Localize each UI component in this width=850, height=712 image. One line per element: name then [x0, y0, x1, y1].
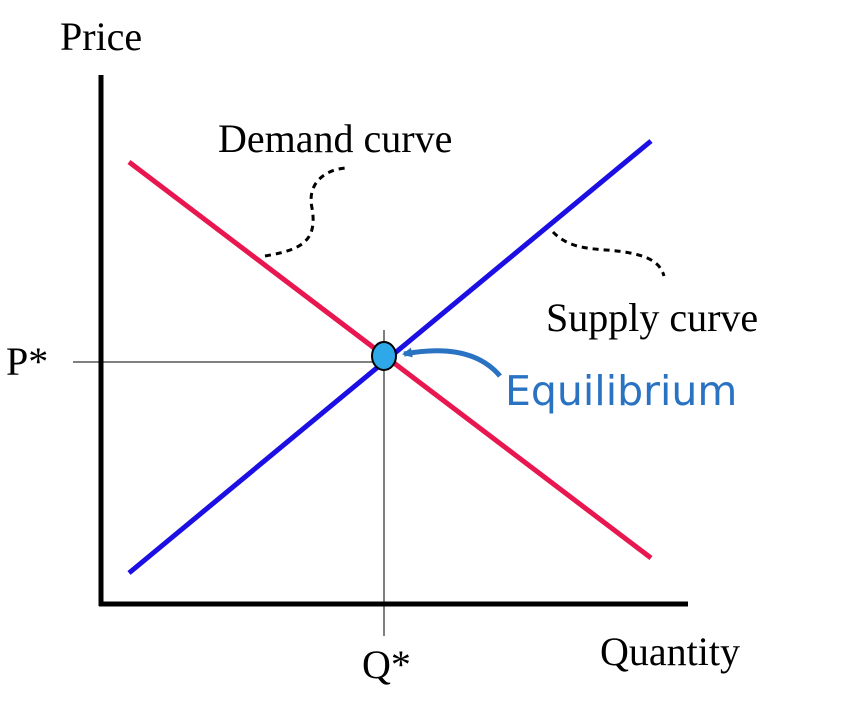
demand-curve-label: Demand curve	[218, 116, 452, 161]
quantity-marker-label: Q*	[362, 642, 411, 687]
equilibrium-arrow	[402, 347, 502, 378]
x-axis-label: Quantity	[600, 629, 740, 674]
price-marker-label: P*	[6, 339, 48, 384]
y-axis-label: Price	[60, 14, 142, 59]
equilibrium-point	[371, 341, 397, 371]
supply-label-leader	[551, 230, 666, 277]
equilibrium-label: Equilibrium	[505, 367, 737, 415]
supply-curve-label: Supply curve	[546, 295, 758, 340]
demand-label-leader	[264, 166, 349, 258]
